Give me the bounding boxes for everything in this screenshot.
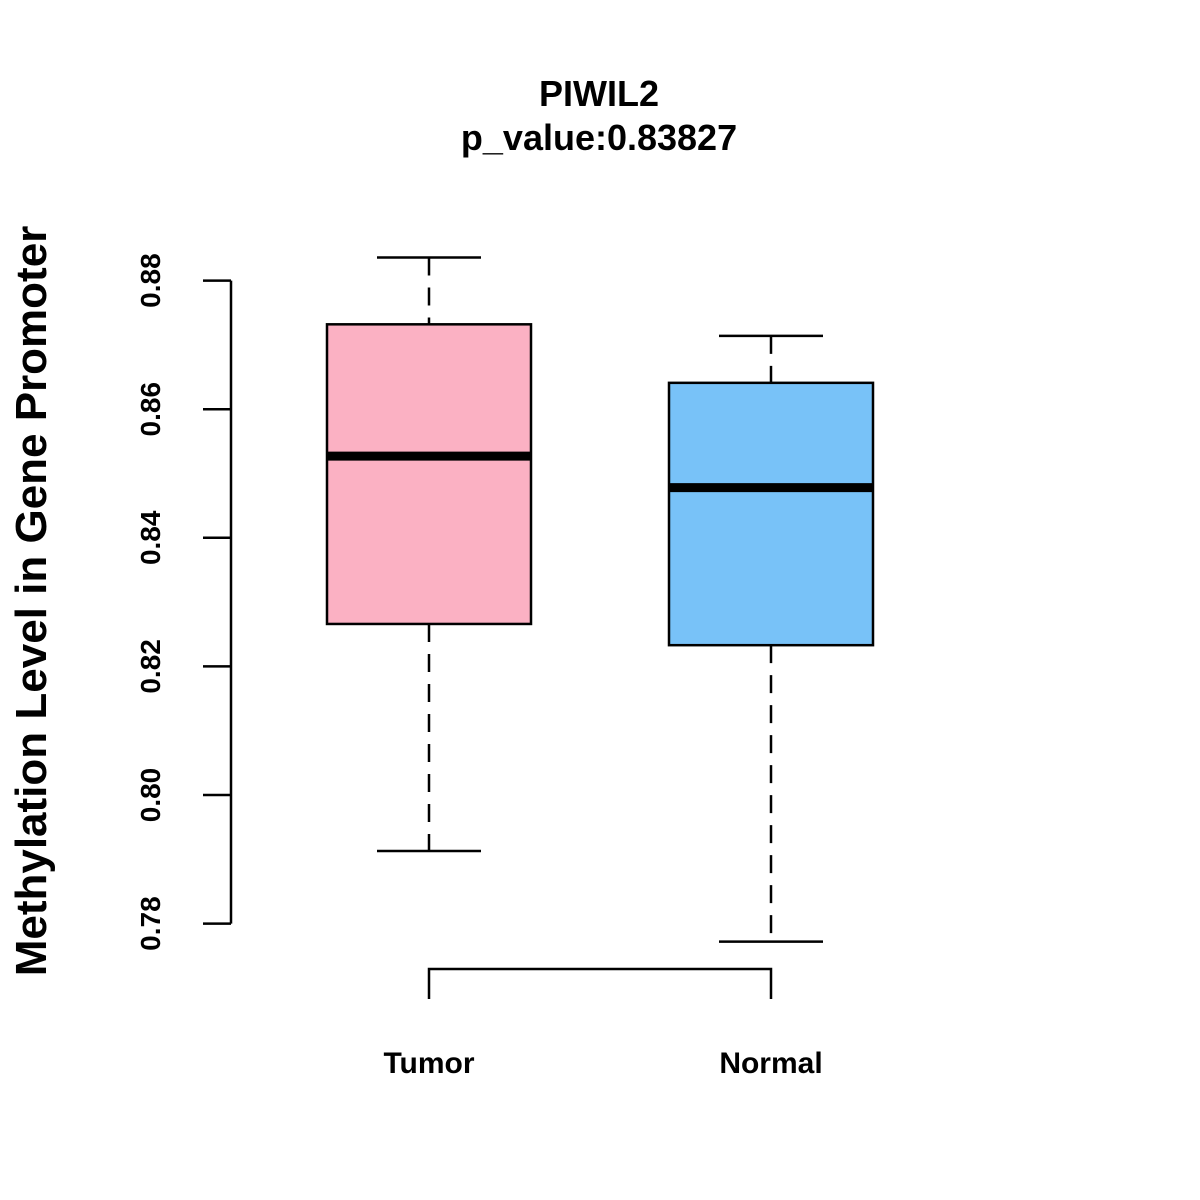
x-axis-labels: Tumor Normal <box>383 1047 822 1080</box>
y-tick-label: 0.80 <box>135 768 166 823</box>
iqr-box <box>325 323 533 626</box>
y-axis: 0.78 0.80 0.82 0.84 0.86 0.88 <box>135 253 233 951</box>
boxes-group <box>325 256 875 943</box>
iqr-box <box>667 381 875 647</box>
y-axis-label: Methylation Level in Gene Promoter <box>7 226 56 977</box>
x-category-label: Normal <box>719 1047 822 1080</box>
comparison-bracket <box>427 967 773 999</box>
x-category-label: Tumor <box>383 1047 474 1080</box>
chart-title: PIWIL2 <box>539 73 659 114</box>
chart-subtitle: p_value:0.83827 <box>461 117 737 158</box>
y-tick-label: 0.82 <box>135 639 166 694</box>
y-tick-label: 0.88 <box>135 253 166 308</box>
y-tick-label: 0.84 <box>135 510 166 565</box>
box-normal <box>667 334 875 943</box>
box-tumor <box>325 256 533 853</box>
y-tick-label: 0.86 <box>135 382 166 437</box>
y-tick-label: 0.78 <box>135 896 166 951</box>
bracket-line <box>427 967 773 999</box>
